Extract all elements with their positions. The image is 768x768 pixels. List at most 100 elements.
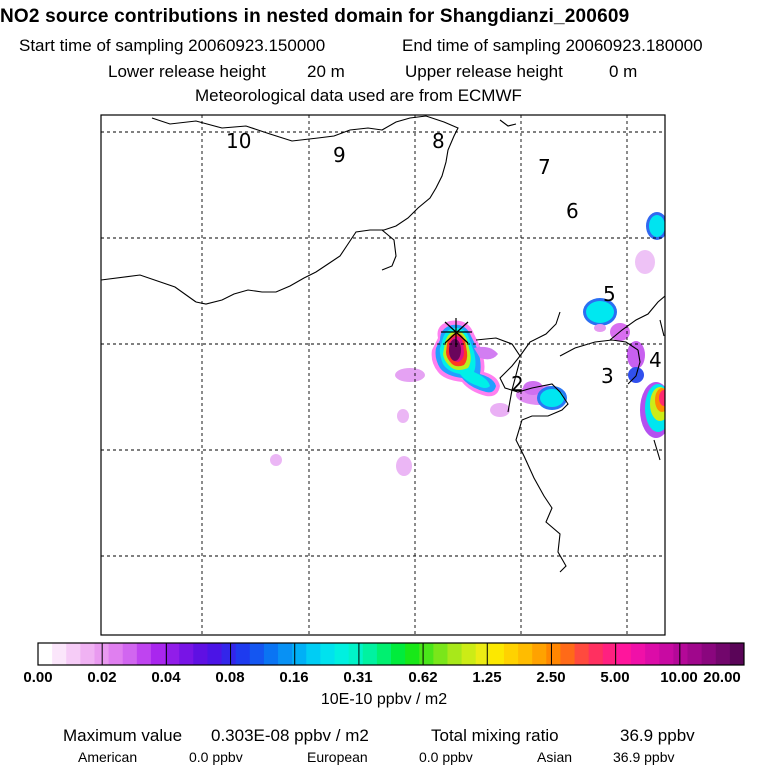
plume-east-edge (627, 212, 665, 438)
colorbar-cell (475, 643, 491, 665)
colorbar-cell (108, 643, 124, 665)
map-frame (100, 114, 666, 636)
region-name-asian: Asian (537, 749, 573, 765)
region-value-asian: 36.9 ppbv (613, 749, 675, 765)
colorbar-cell (38, 643, 53, 665)
colorbar-cell (447, 643, 463, 665)
colorbar-cell (715, 643, 731, 665)
colorbar-cell (334, 643, 350, 665)
lat-lon-grid (101, 115, 665, 635)
colorbar-cell (602, 643, 618, 665)
upper-release-label: Upper release height (405, 62, 563, 81)
colorbar-cell (729, 643, 745, 665)
colorbar-cell (207, 643, 223, 665)
map-label: 2 (511, 372, 524, 396)
colorbar-cell (320, 643, 336, 665)
colorbar-cell (574, 643, 590, 665)
colorbar-cell (461, 643, 477, 665)
total-mixing-value: 36.9 ppbv (620, 726, 695, 745)
colorbar-cell (66, 643, 81, 665)
colorbar-tick-label: 0.04 (151, 669, 181, 686)
colorbar-tick-label: 1.25 (472, 669, 502, 686)
colorbar-cell (278, 643, 293, 665)
colorbar-tick-label: 0.08 (215, 669, 245, 686)
colorbar-cell (631, 643, 646, 665)
region-value-european: 0.0 ppbv (419, 749, 473, 765)
map-label: 4 (649, 348, 662, 372)
colorbar-tick-label: 5.00 (600, 669, 630, 686)
colorbar-cell (235, 643, 251, 665)
colorbar-cell (659, 643, 674, 665)
colorbar-cell (419, 643, 434, 665)
map-label: 9 (333, 143, 346, 167)
colorbar (38, 643, 745, 665)
colorbar-cell (560, 643, 576, 665)
colorbar-cell (263, 643, 279, 665)
colorbar-cell (518, 643, 533, 665)
region-value-american: 0.0 ppbv (189, 749, 243, 765)
colorbar-cell (532, 643, 547, 665)
map-number-labels: 10 9 8 7 6 5 4 3 2 (226, 129, 662, 396)
colorbar-cell (687, 643, 703, 665)
colorbar-tick-label: 0.16 (279, 669, 309, 686)
colorbar-tick-label: 0.62 (408, 669, 438, 686)
map-label: 7 (538, 155, 551, 179)
map-label: 3 (601, 364, 614, 388)
colorbar-cell (616, 643, 632, 665)
met-data-label: Meteorological data used are from ECMWF (195, 86, 522, 105)
region-name-european: European (307, 749, 368, 765)
max-value-label: Maximum value (63, 726, 183, 745)
receptor-marker (441, 318, 472, 347)
upper-release-value: 0 m (609, 62, 638, 81)
colorbar-cell (221, 643, 237, 665)
colorbar-cell (362, 643, 378, 665)
colorbar-cell (405, 643, 420, 665)
total-mixing-label: Total mixing ratio (431, 726, 559, 745)
colorbar-cell (489, 643, 505, 665)
region-name-american: American (78, 749, 138, 765)
colorbar-frame (37, 642, 745, 666)
colorbar-cell (701, 643, 717, 665)
colorbar-cell (673, 643, 689, 665)
map-label: 10 (226, 129, 251, 153)
colorbar-tick-label: 10.00 (660, 669, 698, 686)
colorbar-cell (588, 643, 604, 665)
colorbar-cell (179, 643, 194, 665)
colorbar-cell (645, 643, 660, 665)
map-label: 5 (603, 282, 616, 306)
colorbar-tick-label: 0.00 (23, 669, 53, 686)
colorbar-cell (391, 643, 406, 665)
sampling-end: End time of sampling 20060923.180000 (402, 36, 703, 55)
colorbar-cell (150, 643, 166, 665)
colorbar-cell (122, 643, 138, 665)
plot-title: NO2 source contributions in nested domai… (0, 6, 630, 27)
colorbar-cell (306, 643, 321, 665)
colorbar-cell (376, 643, 392, 665)
colorbar-cell (165, 643, 180, 665)
colorbar-cell (249, 643, 265, 665)
colorbar-cell (80, 643, 95, 665)
colorbar-cell (193, 643, 208, 665)
colorbar-cell (292, 643, 307, 665)
max-value: 0.303E-08 ppbv / m2 (211, 726, 369, 745)
colorbar-cell (52, 643, 67, 665)
map-label: 6 (566, 199, 579, 223)
lower-release-label: Lower release height (108, 62, 266, 81)
colorbar-tick-label: 2.50 (536, 669, 566, 686)
plume-scattered (270, 409, 412, 476)
colorbar-tick-label: 0.31 (343, 669, 373, 686)
colorbar-cell (136, 643, 152, 665)
sampling-start: Start time of sampling 20060923.150000 (19, 36, 326, 55)
colorbar-unit: 10E-10 ppbv / m2 (320, 691, 448, 708)
lower-release-value: 20 m (307, 62, 345, 81)
map-frame-background (101, 115, 665, 635)
colorbar-cell (348, 643, 364, 665)
coastlines (101, 115, 665, 573)
colorbar-cell (546, 643, 561, 665)
colorbar-cell (503, 643, 519, 665)
colorbar-tick-label: 0.02 (87, 669, 117, 686)
colorbar-tick-label: 20.00 (703, 669, 741, 686)
map-label: 8 (432, 129, 445, 153)
colorbar-cell (433, 643, 448, 665)
